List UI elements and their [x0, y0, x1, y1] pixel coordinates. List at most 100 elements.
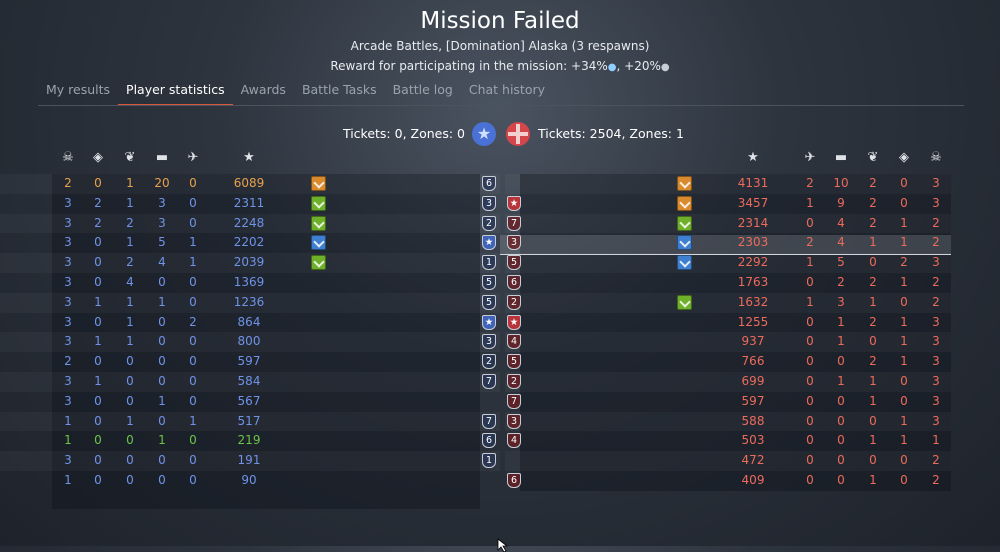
tab-battle-tasks[interactable]: Battle Tasks	[301, 82, 377, 97]
left-player-row[interactable]: 3 0 4 0 0 1369 5	[0, 273, 500, 293]
right-player-row[interactable]: 1763 0 2 2 1 2 6	[0, 273, 960, 293]
left-ground-cell: 0	[158, 334, 166, 349]
tab-my-results[interactable]: My results	[46, 82, 111, 97]
tab-awards[interactable]: Awards	[240, 82, 286, 97]
left-ground-cell: 0	[158, 473, 166, 487]
right-player-row[interactable]: 699 0 1 1 0 3 2	[0, 372, 960, 392]
left-caps-cell: 0	[126, 354, 134, 369]
right-assists-cell: 0	[900, 473, 908, 487]
vehicle-rank-badge: ★	[482, 235, 496, 251]
left-player-row[interactable]: 3 0 0 1 0 567	[0, 392, 500, 412]
left-player-row[interactable]: 3 1 0 0 0 584 7	[0, 372, 500, 392]
right-deaths-cell: 2	[932, 235, 940, 250]
reward-text: Reward for participating in the mission:…	[330, 59, 608, 73]
right-score-cell: 1632	[737, 294, 769, 309]
left-air-cell: 0	[189, 195, 197, 210]
right-player-row[interactable]: 597 0 0 1 0 3 7	[0, 392, 960, 412]
left-player-row[interactable]: 3 0 0 0 0 191 1	[0, 451, 500, 471]
left-player-row[interactable]: 1 0 0 1 0 219 6	[0, 431, 500, 451]
right-ground-cell: 1	[837, 374, 845, 388]
left-player-row[interactable]: 3 1 1 0 0 800 3	[0, 332, 500, 352]
left-ground-cell: 5	[158, 235, 166, 250]
left-score-cell: 517	[237, 413, 261, 428]
rank-chevron-icon	[311, 195, 326, 211]
right-score-cell: 937	[741, 334, 765, 349]
left-player-row[interactable]: 1 0 1 0 1 517 7	[0, 412, 500, 432]
left-deaths-cell: 3	[64, 255, 72, 270]
selected-row-highlight	[500, 235, 951, 255]
left-player-row[interactable]: 2 0 1 20 0 6089 6	[0, 174, 500, 194]
left-player-row[interactable]: 3 2 2 3 0 2248 2	[0, 214, 500, 234]
left-score-cell: 219	[237, 433, 261, 448]
right-caps-cell: 0	[869, 334, 877, 349]
left-player-row[interactable]: 3 0 2 4 1 2039 1	[0, 253, 500, 273]
left-header-laurel-icon: ❦	[124, 150, 136, 165]
vehicle-rank-badge: 3	[482, 195, 496, 211]
right-assists-cell: 1	[900, 275, 908, 289]
left-score-cell: 2202	[233, 235, 265, 250]
left-player-row[interactable]: 3 1 1 1 0 1236 5	[0, 293, 500, 313]
right-assists-cell: 1	[900, 215, 908, 230]
left-assists-cell: 1	[94, 294, 102, 309]
left-deaths-cell: 3	[64, 195, 72, 210]
left-assists-cell: 1	[94, 334, 102, 349]
left-ground-cell: 0	[158, 275, 166, 289]
right-player-row[interactable]: 2303 2 4 1 1 2 3	[0, 233, 960, 253]
left-score-cell: 90	[241, 473, 257, 487]
left-caps-cell: 0	[126, 393, 134, 408]
right-air-cell: 2	[806, 176, 814, 190]
right-caps-cell: 2	[869, 176, 877, 190]
left-player-row[interactable]: 1 0 0 0 0 90	[0, 471, 500, 491]
right-caps-cell: 2	[869, 215, 877, 230]
left-deaths-cell: 3	[64, 294, 72, 309]
right-player-row[interactable]: 1632 1 3 1 0 2 2	[0, 293, 960, 313]
tab-player-statistics[interactable]: Player statistics	[118, 80, 233, 106]
left-ground-cell: 0	[158, 354, 166, 369]
mouse-cursor-icon	[497, 538, 509, 552]
right-deaths-cell: 3	[932, 374, 940, 388]
vehicle-rank-badge: 2	[482, 215, 496, 231]
right-caps-cell: 2	[869, 314, 877, 329]
right-player-row[interactable]: 2314 0 4 2 1 2 7	[0, 214, 960, 234]
right-player-row[interactable]: 937 0 1 0 1 3 4	[0, 332, 960, 352]
right-player-row[interactable]: 472 0 0 0 0 2	[0, 451, 960, 471]
right-player-row[interactable]: 409 0 0 1 0 2 6	[0, 471, 960, 491]
left-caps-cell: 0	[126, 374, 134, 388]
right-deaths-cell: 3	[932, 334, 940, 349]
right-assists-cell: 0	[900, 176, 908, 190]
right-player-row[interactable]: 503 0 0 1 1 1 4	[0, 431, 960, 451]
right-player-row[interactable]: 2292 1 5 0 2 3 5	[0, 253, 960, 273]
right-score-cell: 2292	[737, 255, 769, 270]
right-air-cell: 0	[806, 314, 814, 329]
right-player-row[interactable]: 1255 0 1 2 1 3 ★	[0, 313, 960, 333]
vehicle-rank-badge: 1	[482, 453, 496, 469]
left-air-cell: 0	[189, 433, 197, 448]
left-player-row[interactable]: 3 0 1 5 1 2202 ★	[0, 233, 500, 253]
tab-chat-history[interactable]: Chat history	[468, 82, 546, 97]
right-assists-cell: 0	[900, 393, 908, 408]
left-deaths-cell: 3	[64, 215, 72, 230]
left-header-star-icon: ★	[243, 150, 255, 165]
vehicle-rank-badge: 7	[482, 374, 496, 389]
left-player-row[interactable]: 2 0 0 0 0 597 2	[0, 352, 500, 372]
right-player-row[interactable]: 3457 1 9 2 0 3 ★	[0, 194, 960, 214]
right-player-row[interactable]: 766 0 0 2 1 3 5	[0, 352, 960, 372]
tab-battle-log[interactable]: Battle log	[392, 82, 453, 97]
left-caps-cell: 1	[126, 314, 134, 329]
right-player-row[interactable]: 588 0 0 0 1 3 3	[0, 412, 960, 432]
right-deaths-cell: 3	[932, 314, 940, 329]
right-ground-cell: 0	[837, 433, 845, 448]
right-assists-cell: 1	[900, 334, 908, 349]
vehicle-rank-badge: 2	[482, 354, 496, 370]
right-header-skull-icon: ☠	[930, 150, 942, 165]
left-player-row[interactable]: 3 0 1 0 2 864 ★	[0, 313, 500, 333]
left-deaths-cell: 2	[64, 176, 72, 190]
right-header-laurel-icon: ❦	[867, 150, 879, 165]
left-player-row[interactable]: 3 2 1 3 0 2311 3	[0, 194, 500, 214]
left-header-plane-icon: ✈	[187, 150, 199, 165]
right-player-row[interactable]: 4131 2 10 2 0 3	[0, 174, 960, 194]
left-ground-cell: 0	[158, 413, 166, 428]
vehicle-rank-badge: 7	[482, 413, 496, 429]
left-caps-cell: 1	[126, 294, 134, 309]
left-deaths-cell: 1	[64, 413, 72, 428]
